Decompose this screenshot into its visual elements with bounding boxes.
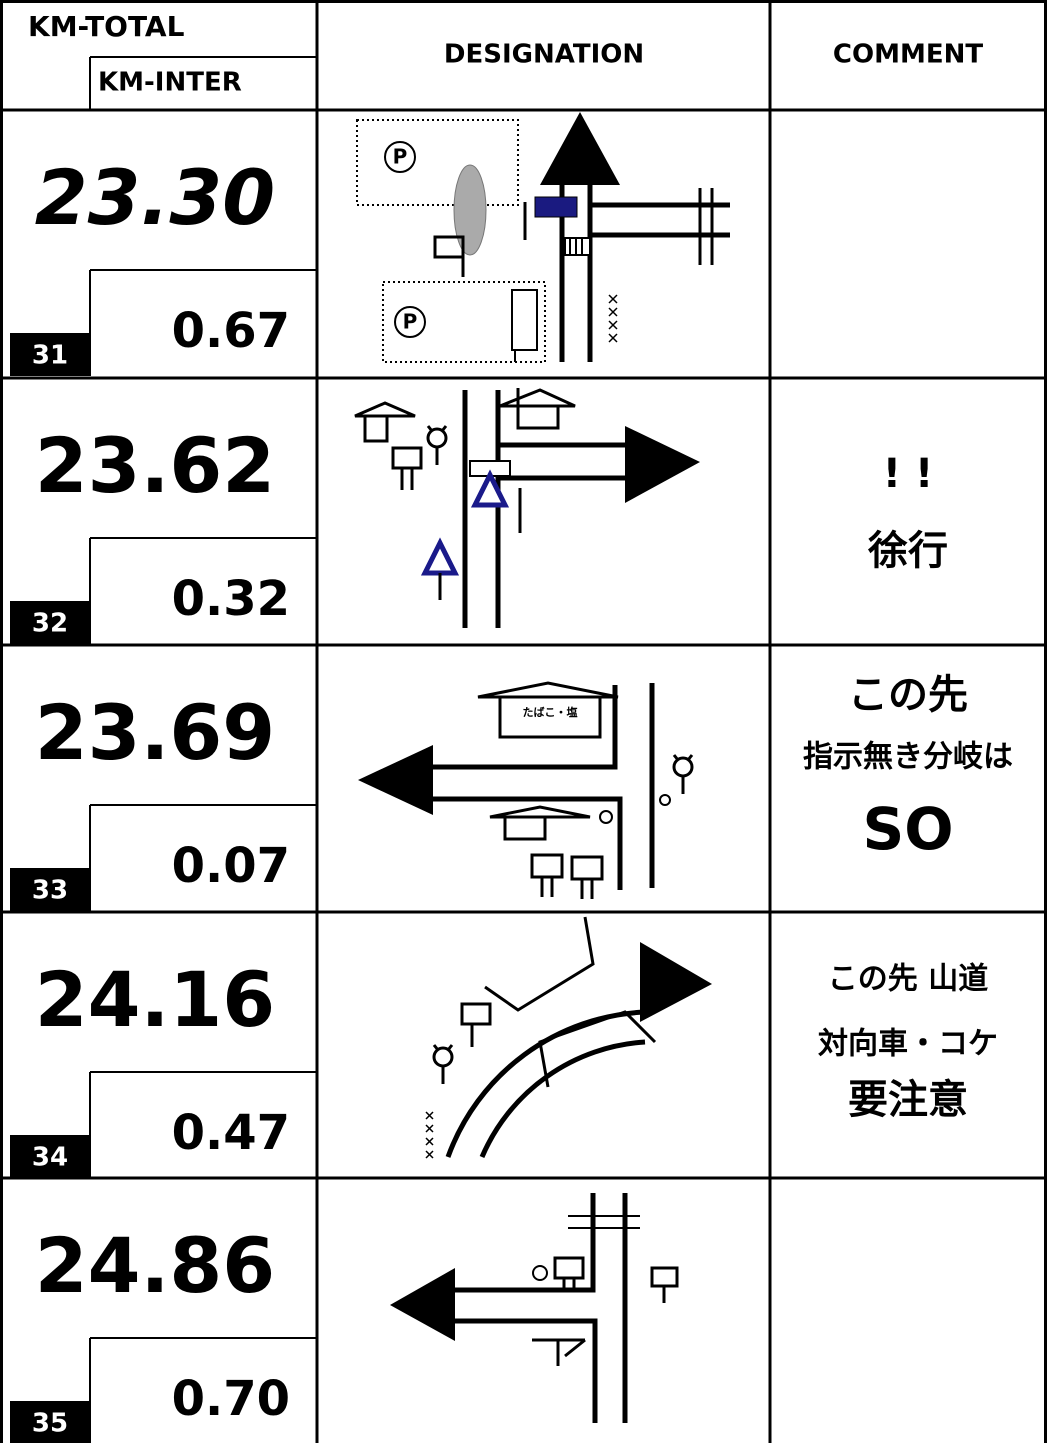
index-box [10,1135,90,1178]
km-inter: 0.07 [172,838,290,894]
header-designation: DESIGNATION [444,40,644,70]
comment-line: この先 [848,672,968,718]
diagram [354,388,700,628]
km-inter: 0.67 [172,303,290,359]
parking-label: P [403,310,418,334]
header-km-total: KM-TOTAL [28,10,185,43]
index-box [10,333,90,376]
shop-label: たばこ・塩 [523,705,578,719]
comment-line: ! ! [883,451,933,497]
km-total: 23.30 [35,153,275,242]
comment-line: 徐行 [867,528,948,574]
index-box [10,601,90,644]
index: 31 [32,341,68,371]
diagram: P P [356,112,730,363]
diagram: たばこ・塩 [358,681,694,899]
diagram [390,1193,679,1423]
index-box [10,1401,90,1443]
comment-line: 対向車・コケ [818,1027,998,1062]
index: 33 [32,876,68,906]
km-inter: 0.47 [172,1105,290,1161]
parking-label: P [393,145,408,169]
km-total: 23.62 [35,421,275,510]
index: 34 [32,1143,68,1173]
index-box [10,868,90,911]
km-total: 24.86 [35,1221,275,1310]
header-comment: COMMENT [833,40,983,70]
header-km-inter: KM-INTER [98,68,242,98]
comment-line: 要注意 [848,1077,968,1123]
comment-line: SO [862,795,953,863]
km-total: 23.69 [35,688,275,777]
km-total: 24.16 [35,955,275,1044]
index: 35 [32,1409,68,1439]
diagram [425,916,712,1159]
index: 32 [32,609,68,639]
comment-line: 指示無き分岐は [803,740,1013,775]
km-inter: 0.32 [172,571,290,627]
km-inter: 0.70 [172,1371,290,1427]
comment-line: この先 山道 [828,962,988,997]
